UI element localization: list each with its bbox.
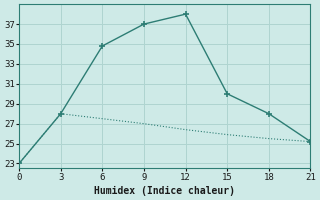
X-axis label: Humidex (Indice chaleur): Humidex (Indice chaleur)	[94, 186, 235, 196]
